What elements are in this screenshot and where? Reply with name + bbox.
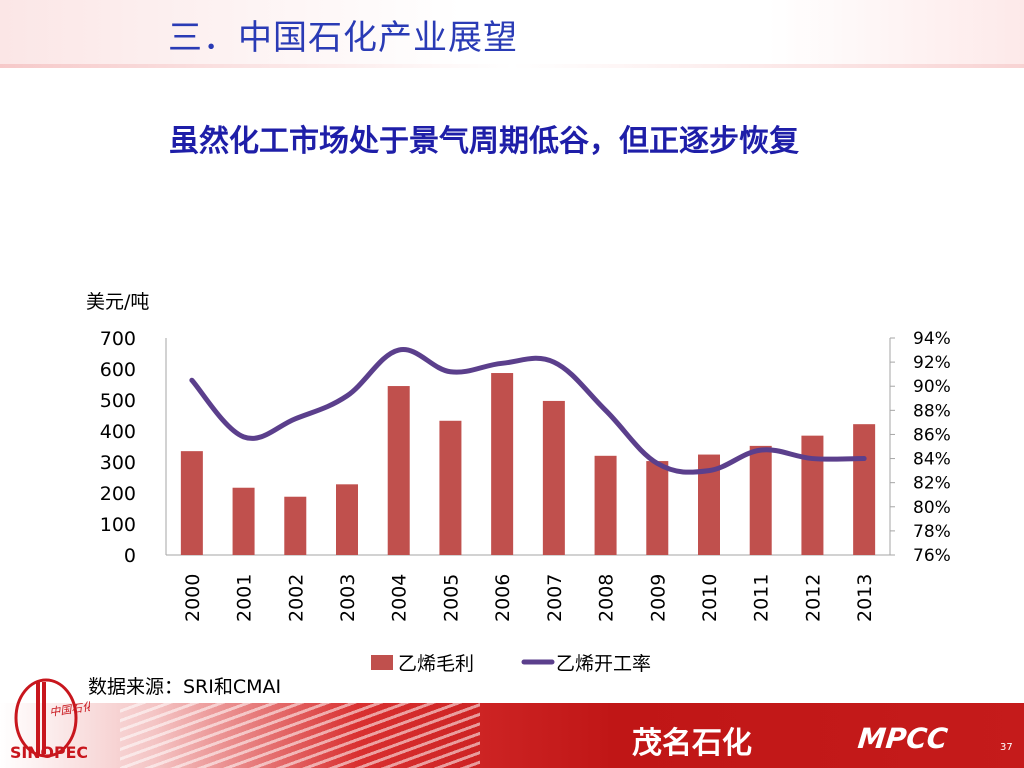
- bar-2010: [698, 454, 720, 555]
- left-tick-label: 500: [100, 390, 136, 412]
- legend-label-bar: 乙烯毛利: [398, 653, 474, 675]
- slide-headline: 虽然化工市场处于景气周期低谷，但正逐步恢复: [169, 124, 799, 159]
- left-tick-label: 300: [100, 452, 136, 474]
- right-axis-ticks: 76% 78% 80% 82% 84% 86% 88% 90% 92% 94%: [890, 329, 951, 566]
- right-tick-label: 92%: [913, 353, 951, 373]
- bar-2012: [801, 435, 824, 555]
- chart-legend: 乙烯毛利 乙烯开工率: [371, 653, 651, 675]
- x-tick-label: 2010: [699, 574, 721, 622]
- sinopec-logo: 中国石化 SINOPEC: [10, 678, 90, 762]
- right-tick-label: 76%: [913, 546, 951, 566]
- left-tick-label: 0: [124, 545, 136, 567]
- right-tick-label: 82%: [913, 474, 951, 494]
- x-tick-label: 2005: [440, 574, 462, 622]
- x-tick-label: 2007: [544, 574, 566, 622]
- right-tick-label: 84%: [913, 450, 951, 470]
- right-tick-label: 94%: [913, 329, 951, 349]
- left-tick-label: 400: [100, 421, 136, 443]
- bar-series-ethylene-margin: [180, 373, 876, 555]
- company-name: 茂名石化: [632, 726, 752, 761]
- bar-2011: [749, 445, 772, 555]
- footer-stripes: [120, 700, 480, 768]
- x-tick-label: 2000: [182, 574, 204, 622]
- legend-swatch-bar: [371, 655, 393, 670]
- ethylene-chart: 美元/吨 0 100 200 300 400 500 600 700 76% 78% 80% 82%…: [86, 291, 951, 675]
- x-tick-label: 2013: [854, 574, 876, 622]
- title-band-line: [0, 64, 1024, 68]
- bar-2007: [542, 400, 565, 555]
- x-tick-label: 2012: [802, 574, 824, 622]
- right-tick-label: 80%: [913, 498, 951, 518]
- section-title: 三．中国石化产业展望: [168, 18, 518, 58]
- bar-2003: [336, 484, 358, 555]
- data-source-note: 数据来源：SRI和CMAI: [88, 676, 282, 698]
- bar-2013: [853, 424, 876, 555]
- company-abbreviation: MPCC: [856, 722, 950, 755]
- bar-2006: [491, 373, 514, 555]
- left-tick-label: 700: [100, 328, 136, 350]
- y-axis-unit-label: 美元/吨: [86, 291, 149, 313]
- bar-2002: [284, 496, 307, 555]
- right-tick-label: 90%: [913, 377, 951, 397]
- right-tick-label: 88%: [913, 401, 951, 421]
- title-band: [0, 0, 1024, 68]
- x-tick-label: 2004: [389, 574, 411, 622]
- legend-label-line: 乙烯开工率: [556, 653, 651, 675]
- bar-2008: [594, 455, 617, 555]
- x-tick-label: 2003: [337, 574, 359, 622]
- x-tick-label: 2001: [234, 574, 256, 622]
- left-axis-ticks: 0 100 200 300 400 500 600 700: [100, 328, 136, 567]
- x-tick-label: 2008: [596, 574, 618, 622]
- left-tick-label: 200: [100, 483, 136, 505]
- logo-chinese-text: 中国石化: [49, 700, 90, 719]
- bar-2005: [439, 420, 462, 555]
- x-tick-label: 2006: [492, 574, 514, 622]
- bar-2001: [232, 487, 255, 555]
- left-tick-label: 600: [100, 359, 136, 381]
- x-axis-tick-labels: 2000 2001 2002 2003 2004 2005 2006 2007 2008 2009…: [182, 574, 876, 622]
- x-tick-label: 2009: [647, 574, 669, 622]
- x-tick-label: 2011: [751, 574, 773, 622]
- right-tick-label: 78%: [913, 522, 951, 542]
- line-series-ethylene-operating-rate: [189, 347, 867, 475]
- bar-2000: [180, 451, 203, 555]
- right-tick-label: 86%: [913, 425, 951, 445]
- logo-english-text: SINOPEC: [10, 743, 88, 762]
- bar-2004: [387, 386, 410, 555]
- bar-2009: [646, 461, 669, 555]
- x-tick-label: 2002: [285, 574, 307, 622]
- page-number: 37: [1000, 742, 1013, 753]
- left-tick-label: 100: [100, 514, 136, 536]
